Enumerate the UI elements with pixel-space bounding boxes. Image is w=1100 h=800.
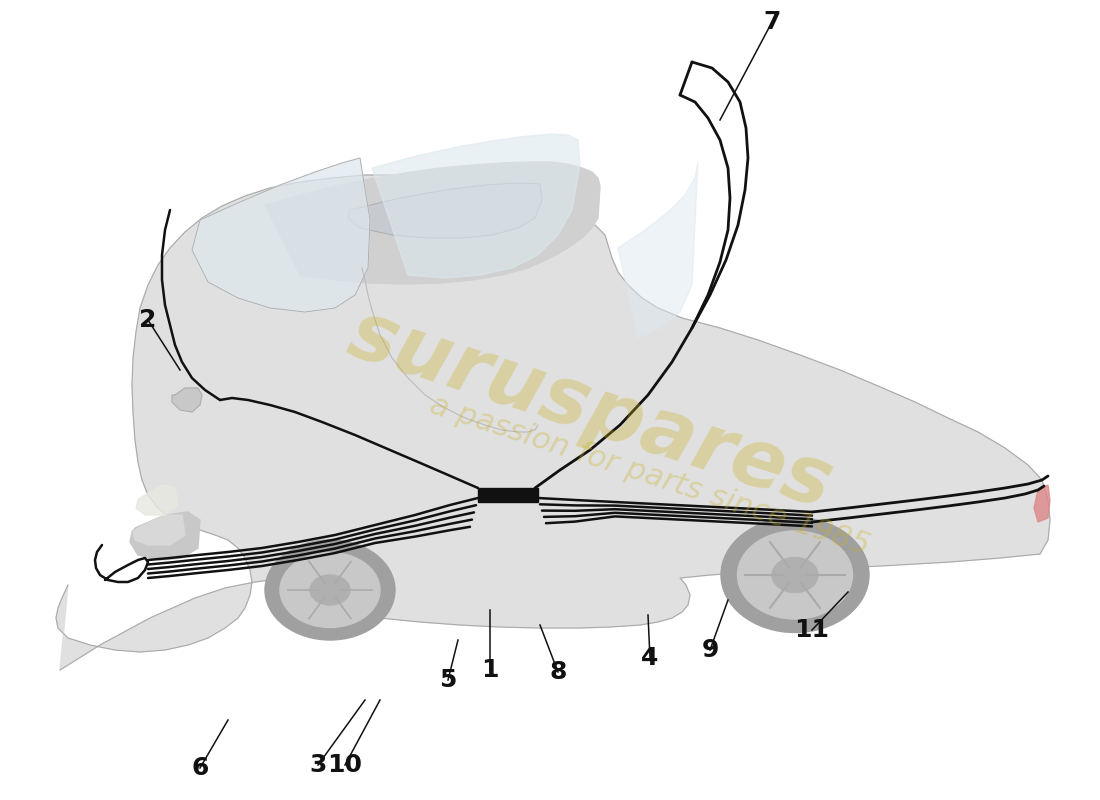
Text: 1: 1 (482, 658, 498, 682)
Text: 10: 10 (328, 753, 363, 777)
Polygon shape (56, 175, 1050, 670)
Ellipse shape (772, 558, 818, 593)
Text: 6: 6 (191, 756, 209, 780)
Polygon shape (1034, 485, 1050, 522)
Polygon shape (192, 158, 370, 312)
Polygon shape (172, 388, 202, 412)
Ellipse shape (310, 575, 350, 605)
Text: 7: 7 (763, 10, 781, 34)
Text: 9: 9 (702, 638, 718, 662)
Text: 11: 11 (794, 618, 829, 642)
Text: 4: 4 (641, 646, 659, 670)
Polygon shape (478, 488, 538, 502)
Polygon shape (130, 512, 200, 560)
Text: 8: 8 (549, 660, 566, 684)
Text: 3: 3 (309, 753, 327, 777)
Polygon shape (265, 162, 600, 284)
Ellipse shape (737, 531, 852, 619)
Text: suruspares: suruspares (338, 295, 842, 525)
Ellipse shape (265, 540, 395, 640)
Polygon shape (348, 183, 542, 238)
Polygon shape (372, 134, 580, 278)
Text: a passion for parts since 1985: a passion for parts since 1985 (427, 390, 873, 560)
Polygon shape (133, 515, 185, 545)
Text: 2: 2 (140, 308, 156, 332)
Polygon shape (618, 162, 698, 338)
Ellipse shape (280, 553, 380, 627)
Ellipse shape (720, 518, 869, 633)
Text: 5: 5 (439, 668, 456, 692)
Polygon shape (136, 485, 178, 515)
